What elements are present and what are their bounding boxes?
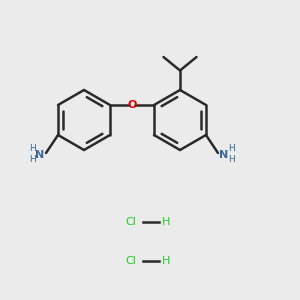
Text: H: H xyxy=(162,256,171,266)
Text: O: O xyxy=(127,100,137,110)
Text: Cl: Cl xyxy=(125,256,136,266)
Text: H: H xyxy=(228,155,235,164)
Text: H: H xyxy=(29,144,36,153)
Text: N: N xyxy=(35,149,45,160)
Text: Cl: Cl xyxy=(125,217,136,227)
Text: H: H xyxy=(228,144,235,153)
Text: H: H xyxy=(29,155,36,164)
Text: N: N xyxy=(219,149,229,160)
Text: H: H xyxy=(162,217,171,227)
